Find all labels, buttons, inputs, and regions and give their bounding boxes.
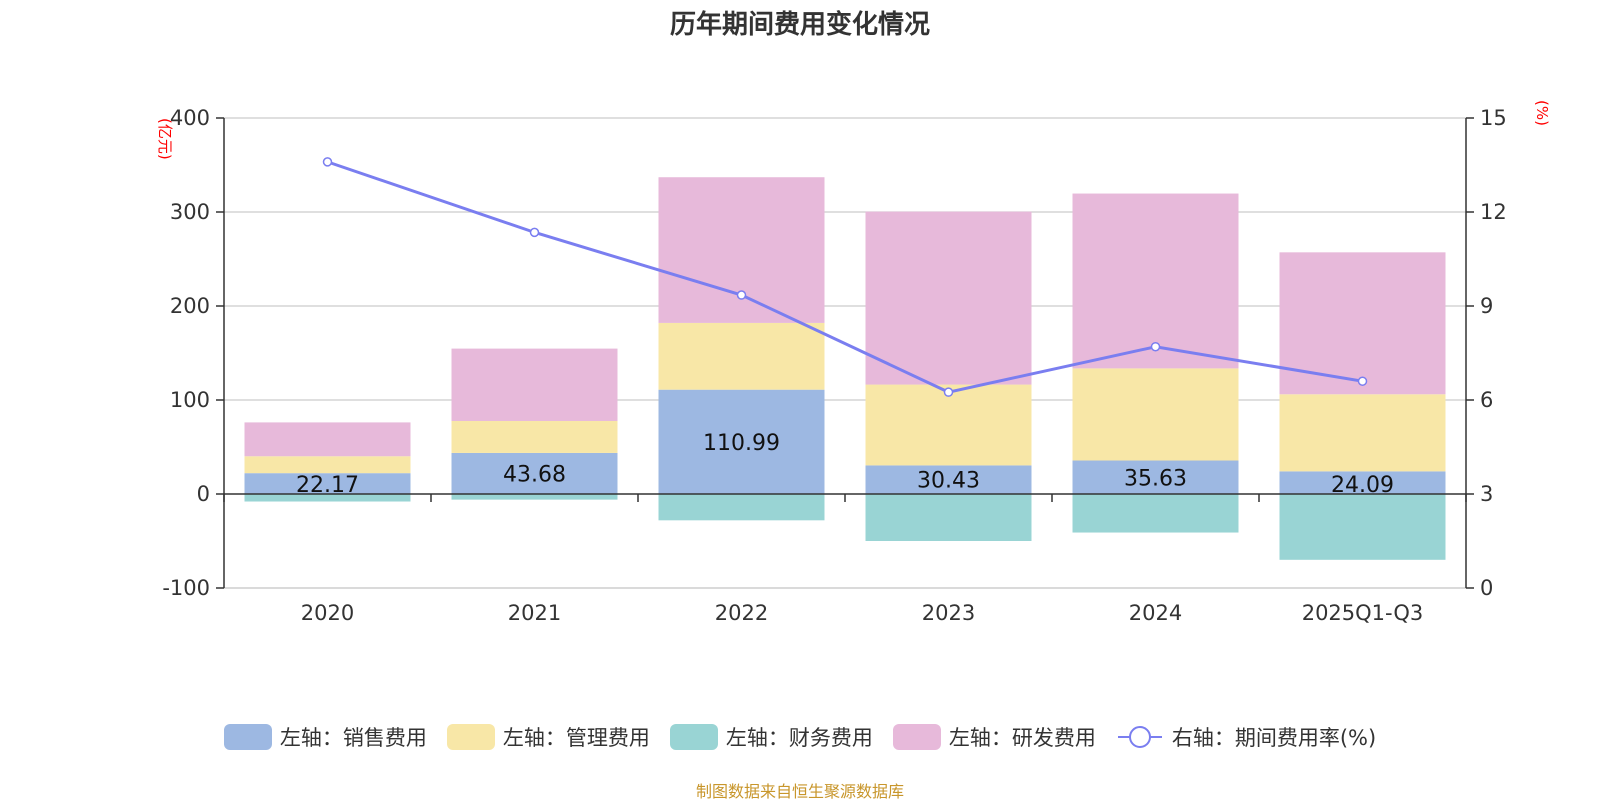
bar-1-2022[interactable]	[658, 389, 825, 494]
right-axis-tick-label: 15	[1480, 106, 1507, 130]
bar-3-2025Q1-Q3[interactable]	[1279, 494, 1446, 560]
bar-3-2024[interactable]	[1072, 494, 1239, 533]
bar-1-2021[interactable]	[451, 452, 618, 494]
legend-label: 左轴：销售费用	[279, 726, 427, 750]
sales-data-label: 43.68	[503, 462, 566, 487]
category-label: 2025Q1-Q3	[1302, 601, 1424, 625]
expense-rate-point[interactable]	[1357, 376, 1368, 386]
bar-2-2023[interactable]	[865, 384, 1032, 466]
legend-line-swatch	[1117, 726, 1162, 748]
expense-rate-point[interactable]	[736, 290, 747, 300]
legend-swatch	[223, 724, 272, 750]
category-label: 2020	[301, 601, 354, 625]
legend-label: 左轴：管理费用	[502, 726, 650, 750]
right-axis-tick-label: 0	[1480, 576, 1493, 600]
bar-2-2021[interactable]	[451, 420, 618, 453]
legend-label: 左轴：研发费用	[948, 726, 1096, 750]
left-axis-tick-label: 300	[170, 200, 210, 224]
bar-2-2025Q1-Q3[interactable]	[1279, 394, 1446, 472]
expense-rate-line	[327, 160, 1363, 394]
bar-2-2022[interactable]	[658, 322, 825, 390]
bar-3-2022[interactable]	[658, 494, 825, 521]
bar-2-2024[interactable]	[1072, 368, 1239, 461]
bar-3-2023[interactable]	[865, 494, 1032, 541]
legend-item-4[interactable]: 左轴：研发费用	[892, 722, 1096, 752]
bar-1-2023[interactable]	[865, 465, 1032, 494]
category-label: 2022	[715, 601, 768, 625]
category-label: 2023	[922, 601, 975, 625]
right-axis-unit: (%)	[1533, 100, 1551, 126]
sales-data-label: 30.43	[917, 469, 980, 494]
right-axis-tick-label: 3	[1480, 482, 1493, 506]
sales-data-label: 110.99	[703, 431, 780, 456]
bar-4-2022[interactable]	[658, 177, 825, 323]
bar-4-2021[interactable]	[451, 348, 618, 421]
legend-swatch	[669, 724, 718, 750]
bar-4-2020[interactable]	[244, 422, 411, 457]
left-axis-tick-label: -100	[162, 576, 210, 600]
category-label: 2021	[508, 601, 561, 625]
expense-rate-point[interactable]	[322, 157, 333, 167]
legend-label: 左轴：财务费用	[725, 726, 873, 750]
bar-1-2025Q1-Q3[interactable]	[1279, 471, 1446, 494]
chart-legend: 左轴：销售费用 左轴：管理费用 左轴：财务费用 左轴：研发费用 右轴：期间费用率(%)	[0, 722, 1600, 752]
legend-label: 右轴：期间费用率(%)	[1171, 726, 1377, 750]
right-axis-tick-label: 9	[1480, 294, 1493, 318]
sales-data-label: 35.63	[1124, 466, 1187, 491]
left-axis-tick-label: 400	[170, 106, 210, 130]
expense-rate-point[interactable]	[1150, 341, 1161, 352]
right-axis-tick-label: 12	[1480, 200, 1507, 224]
bar-3-2021[interactable]	[451, 494, 618, 500]
bar-4-2023[interactable]	[865, 211, 1032, 385]
legend-swatch	[892, 724, 941, 750]
sales-data-label: 22.17	[296, 473, 359, 498]
left-axis-tick-label: 0	[197, 482, 210, 506]
legend-item-2[interactable]: 左轴：管理费用	[446, 722, 650, 752]
expense-rate-point[interactable]	[943, 387, 954, 397]
legend-item-3[interactable]: 左轴：财务费用	[669, 722, 873, 752]
left-axis-tick-label: 200	[170, 294, 210, 318]
legend-swatch	[446, 724, 495, 750]
legend-item-1[interactable]: 左轴：销售费用	[223, 722, 427, 752]
bar-4-2024[interactable]	[1072, 193, 1239, 369]
bar-2-2020[interactable]	[244, 456, 411, 474]
left-axis-unit: (亿元)	[156, 118, 174, 160]
expense-rate-point[interactable]	[529, 227, 540, 238]
bar-1-2024[interactable]	[1072, 460, 1239, 494]
right-axis-tick-label: 6	[1480, 388, 1493, 412]
left-axis-tick-label: 100	[170, 388, 210, 412]
bar-3-2020[interactable]	[244, 494, 411, 502]
data-source-note: 制图数据来自恒生聚源数据库	[695, 782, 904, 801]
category-label: 2024	[1129, 601, 1182, 625]
legend-item-line[interactable]: 右轴：期间费用率(%)	[1116, 722, 1376, 752]
sales-data-label: 24.09	[1331, 473, 1394, 498]
chart-title: 历年期间费用变化情况	[669, 10, 930, 40]
bar-1-2020[interactable]	[244, 473, 411, 494]
